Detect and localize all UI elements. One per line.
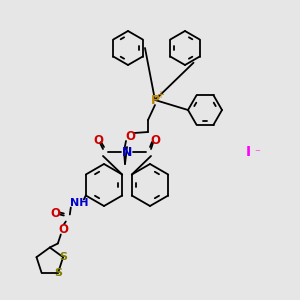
Text: P: P [150, 94, 160, 106]
Text: ⁻: ⁻ [254, 148, 260, 158]
Text: I: I [245, 145, 250, 159]
Text: O: O [150, 134, 160, 146]
Text: S: S [59, 252, 67, 262]
Text: O: O [93, 134, 103, 146]
Text: O: O [125, 130, 135, 143]
Text: +: + [156, 90, 164, 100]
Text: O: O [51, 207, 61, 220]
Text: N: N [122, 146, 132, 158]
Text: S: S [54, 268, 62, 278]
Text: NH: NH [70, 199, 88, 208]
Text: O: O [59, 223, 69, 236]
